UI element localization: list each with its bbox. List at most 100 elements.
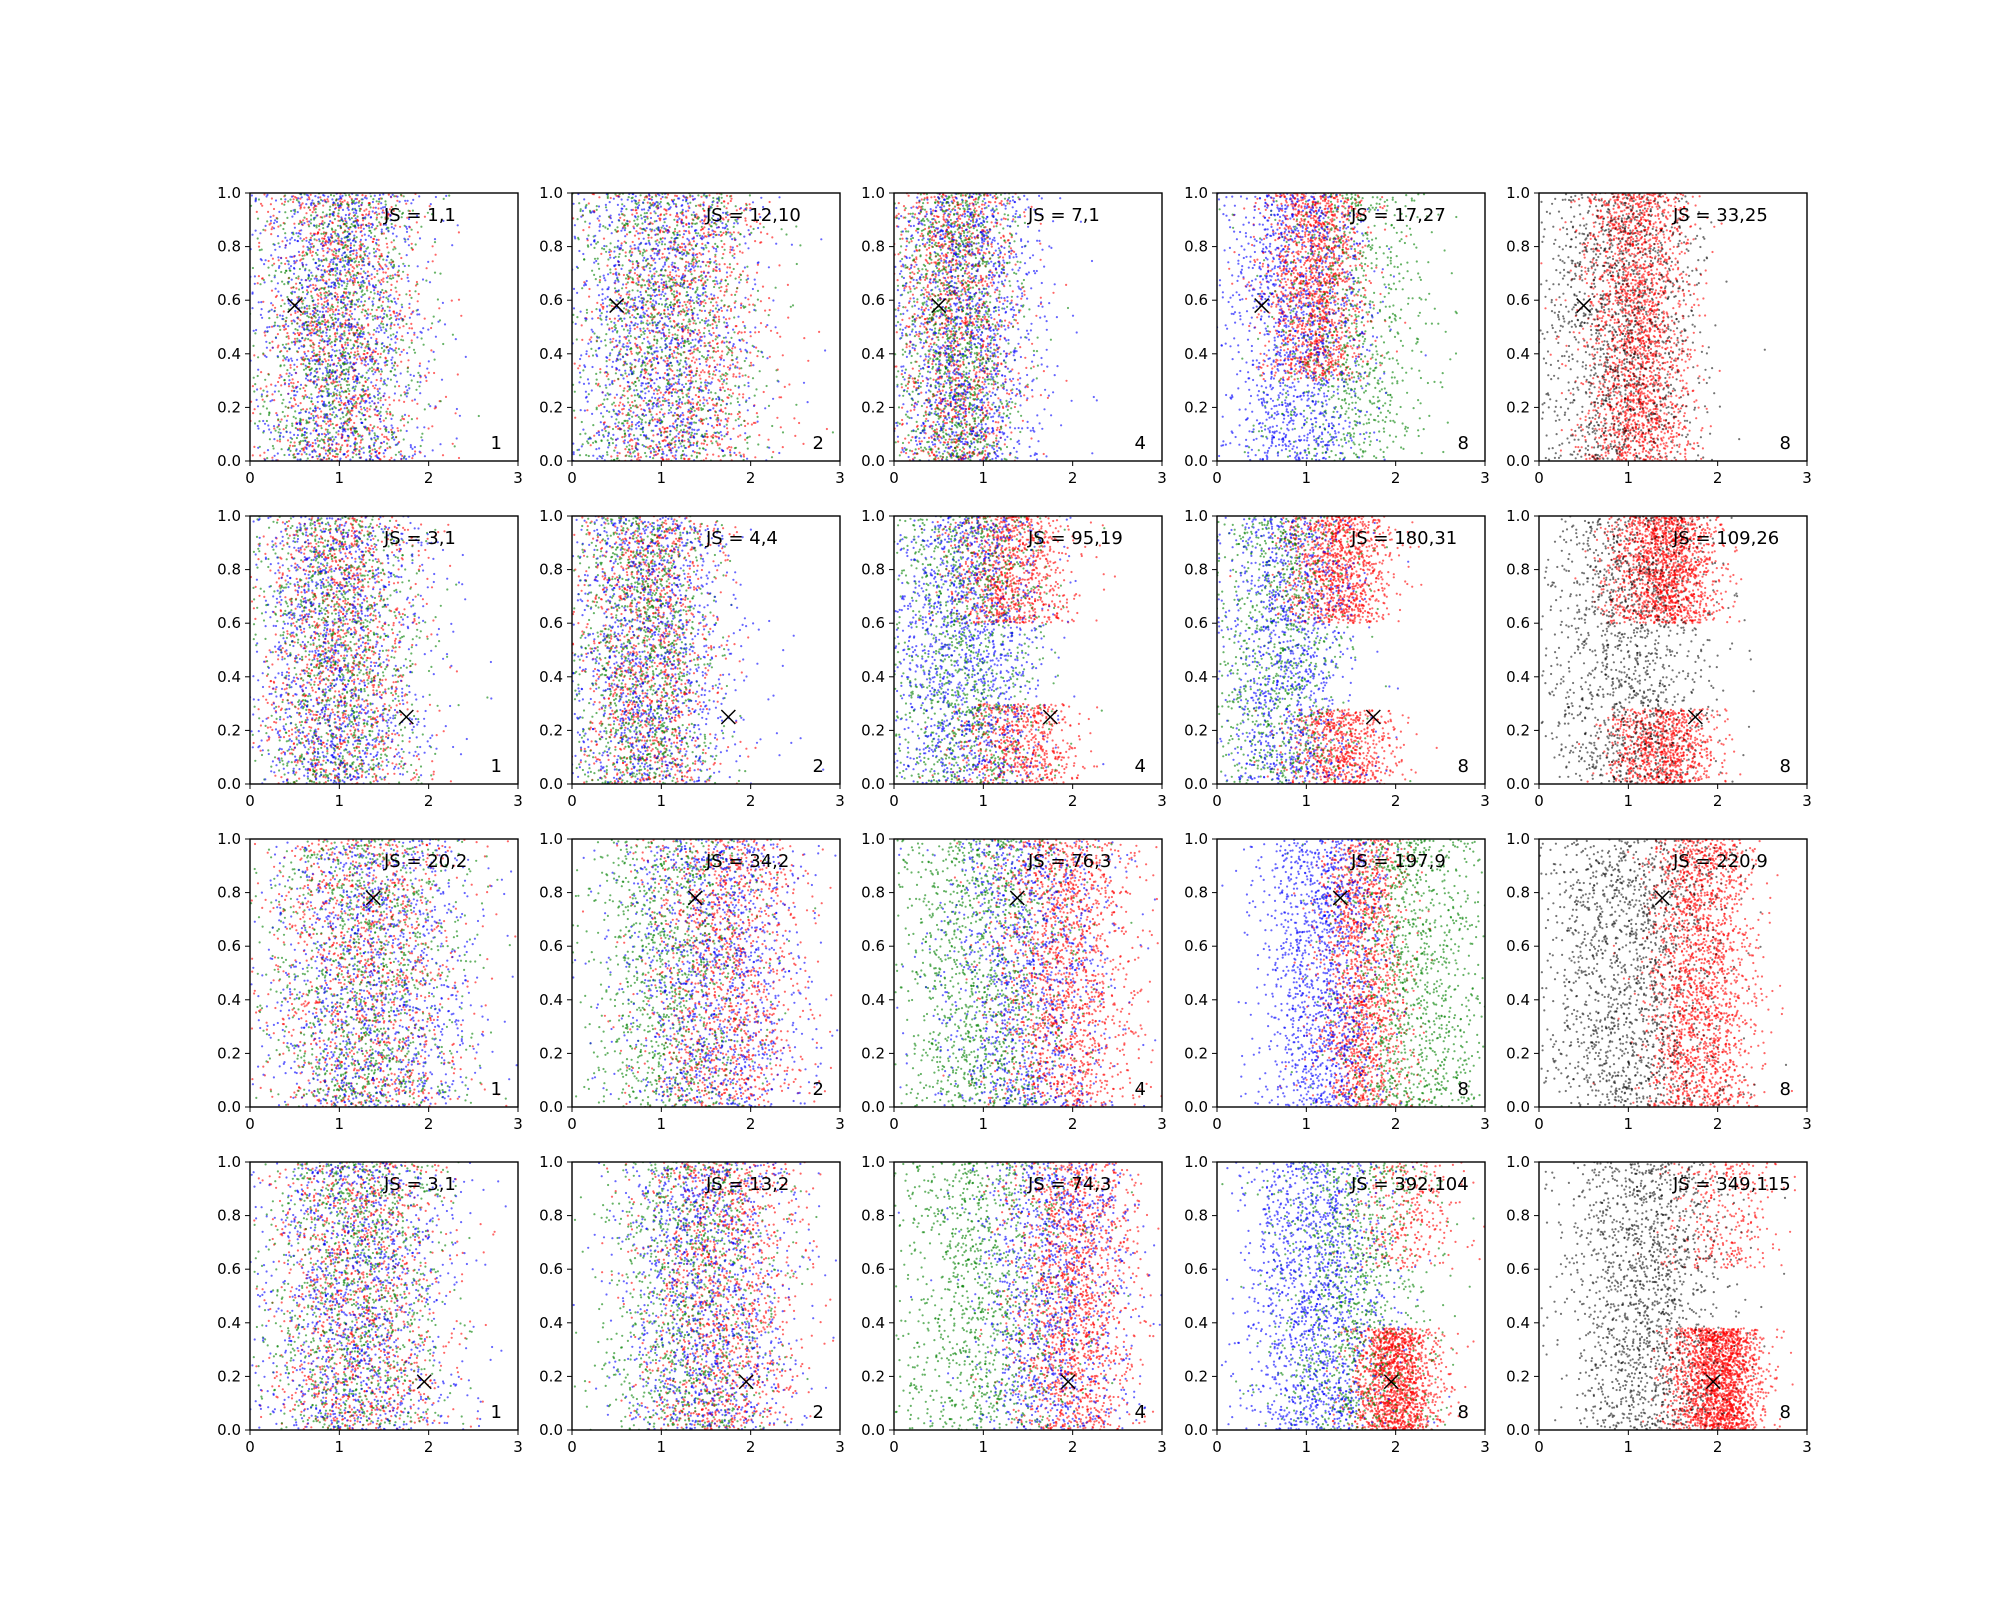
scatter-point bbox=[376, 342, 378, 344]
scatter-point bbox=[713, 427, 715, 429]
scatter-point bbox=[359, 446, 361, 448]
scatter-point bbox=[434, 359, 436, 361]
scatter-point bbox=[329, 447, 331, 449]
scatter-point bbox=[301, 279, 303, 281]
scatter-point bbox=[744, 425, 746, 427]
scatter-point bbox=[295, 427, 297, 429]
scatter-point bbox=[798, 422, 800, 424]
y-tick-label: 1.0 bbox=[217, 184, 241, 202]
scatter-point bbox=[352, 347, 354, 349]
scatter-point bbox=[315, 368, 317, 370]
scatter-point bbox=[364, 338, 366, 340]
scatter-point bbox=[296, 437, 298, 439]
scatter-point bbox=[317, 249, 319, 251]
scatter-point bbox=[416, 403, 418, 405]
scatter-point bbox=[341, 280, 343, 282]
scatter-point bbox=[264, 355, 266, 357]
scatter-point bbox=[727, 397, 729, 399]
scatter-point bbox=[350, 427, 352, 429]
scatter-point bbox=[256, 211, 258, 213]
scatter-point bbox=[719, 356, 721, 358]
scatter-point bbox=[371, 356, 373, 358]
scatter-point bbox=[285, 358, 287, 360]
scatter-point bbox=[277, 325, 279, 327]
scatter-point bbox=[377, 426, 379, 428]
scatter-point bbox=[689, 249, 691, 251]
scatter-point bbox=[631, 353, 633, 355]
scatter-point bbox=[276, 295, 278, 297]
scatter-point bbox=[315, 409, 317, 411]
scatter-point bbox=[455, 412, 457, 414]
scatter-point bbox=[378, 452, 380, 454]
scatter-point bbox=[252, 345, 254, 347]
scatter-point bbox=[716, 311, 718, 313]
scatter-point bbox=[346, 413, 348, 415]
scatter-point bbox=[730, 198, 732, 200]
scatter-point bbox=[381, 320, 383, 322]
scatter-point bbox=[392, 267, 394, 269]
scatter-point bbox=[611, 341, 613, 343]
scatter-point bbox=[359, 254, 361, 256]
scatter-point bbox=[266, 420, 268, 422]
scatter-point bbox=[754, 240, 756, 242]
scatter-point bbox=[361, 326, 363, 328]
scatter-point bbox=[335, 229, 337, 231]
scatter-point bbox=[716, 424, 718, 426]
scatter-point bbox=[376, 309, 378, 311]
scatter-point bbox=[327, 363, 329, 365]
scatter-point bbox=[316, 226, 318, 228]
scatter-point bbox=[663, 394, 665, 396]
scatter-point bbox=[318, 361, 320, 363]
scatter-point bbox=[698, 204, 700, 206]
scatter-point bbox=[370, 453, 372, 455]
scatter-point bbox=[693, 414, 695, 416]
scatter-point bbox=[317, 268, 319, 270]
scatter-point bbox=[335, 338, 337, 340]
scatter-point bbox=[636, 274, 638, 276]
scatter-point bbox=[272, 347, 274, 349]
scatter-point bbox=[336, 375, 338, 377]
scatter-point bbox=[315, 252, 317, 254]
scatter-point bbox=[270, 384, 272, 386]
scatter-point bbox=[287, 343, 289, 345]
scatter-point bbox=[403, 438, 405, 440]
scatter-point bbox=[356, 277, 358, 279]
scatter-point bbox=[699, 374, 701, 376]
scatter-point bbox=[432, 449, 434, 451]
scatter-point bbox=[335, 321, 337, 323]
scatter-point bbox=[321, 274, 323, 276]
scatter-point bbox=[305, 237, 307, 239]
scatter-point bbox=[394, 369, 396, 371]
scatter-point bbox=[323, 441, 325, 443]
scatter-point bbox=[277, 345, 279, 347]
scatter-point bbox=[410, 444, 412, 446]
scatter-point bbox=[292, 201, 294, 203]
scatter-point bbox=[305, 355, 307, 357]
scatter-point bbox=[618, 404, 620, 406]
scatter-point bbox=[384, 449, 386, 451]
scatter-point bbox=[320, 233, 322, 235]
scatter-point bbox=[279, 365, 281, 367]
scatter-point bbox=[298, 453, 300, 455]
scatter-point bbox=[257, 356, 259, 358]
scatter-point bbox=[350, 300, 352, 302]
scatter-point bbox=[304, 307, 306, 309]
scatter-point bbox=[375, 338, 377, 340]
scatter-point bbox=[387, 408, 389, 410]
scatter-point bbox=[327, 365, 329, 367]
scatter-point bbox=[362, 280, 364, 282]
scatter-point bbox=[313, 352, 315, 354]
scatter-point bbox=[457, 224, 459, 226]
scatter-point bbox=[375, 331, 377, 333]
scatter-point bbox=[409, 294, 411, 296]
scatter-point bbox=[403, 456, 405, 458]
scatter-point bbox=[359, 336, 361, 338]
scatter-point bbox=[332, 253, 334, 255]
scatter-point bbox=[390, 314, 392, 316]
scatter-point bbox=[356, 266, 358, 268]
scatter-point bbox=[367, 257, 369, 259]
scatter-point bbox=[354, 214, 356, 216]
scatter-point bbox=[345, 194, 347, 196]
scatter-point bbox=[368, 263, 370, 265]
scatter-point bbox=[283, 283, 285, 285]
